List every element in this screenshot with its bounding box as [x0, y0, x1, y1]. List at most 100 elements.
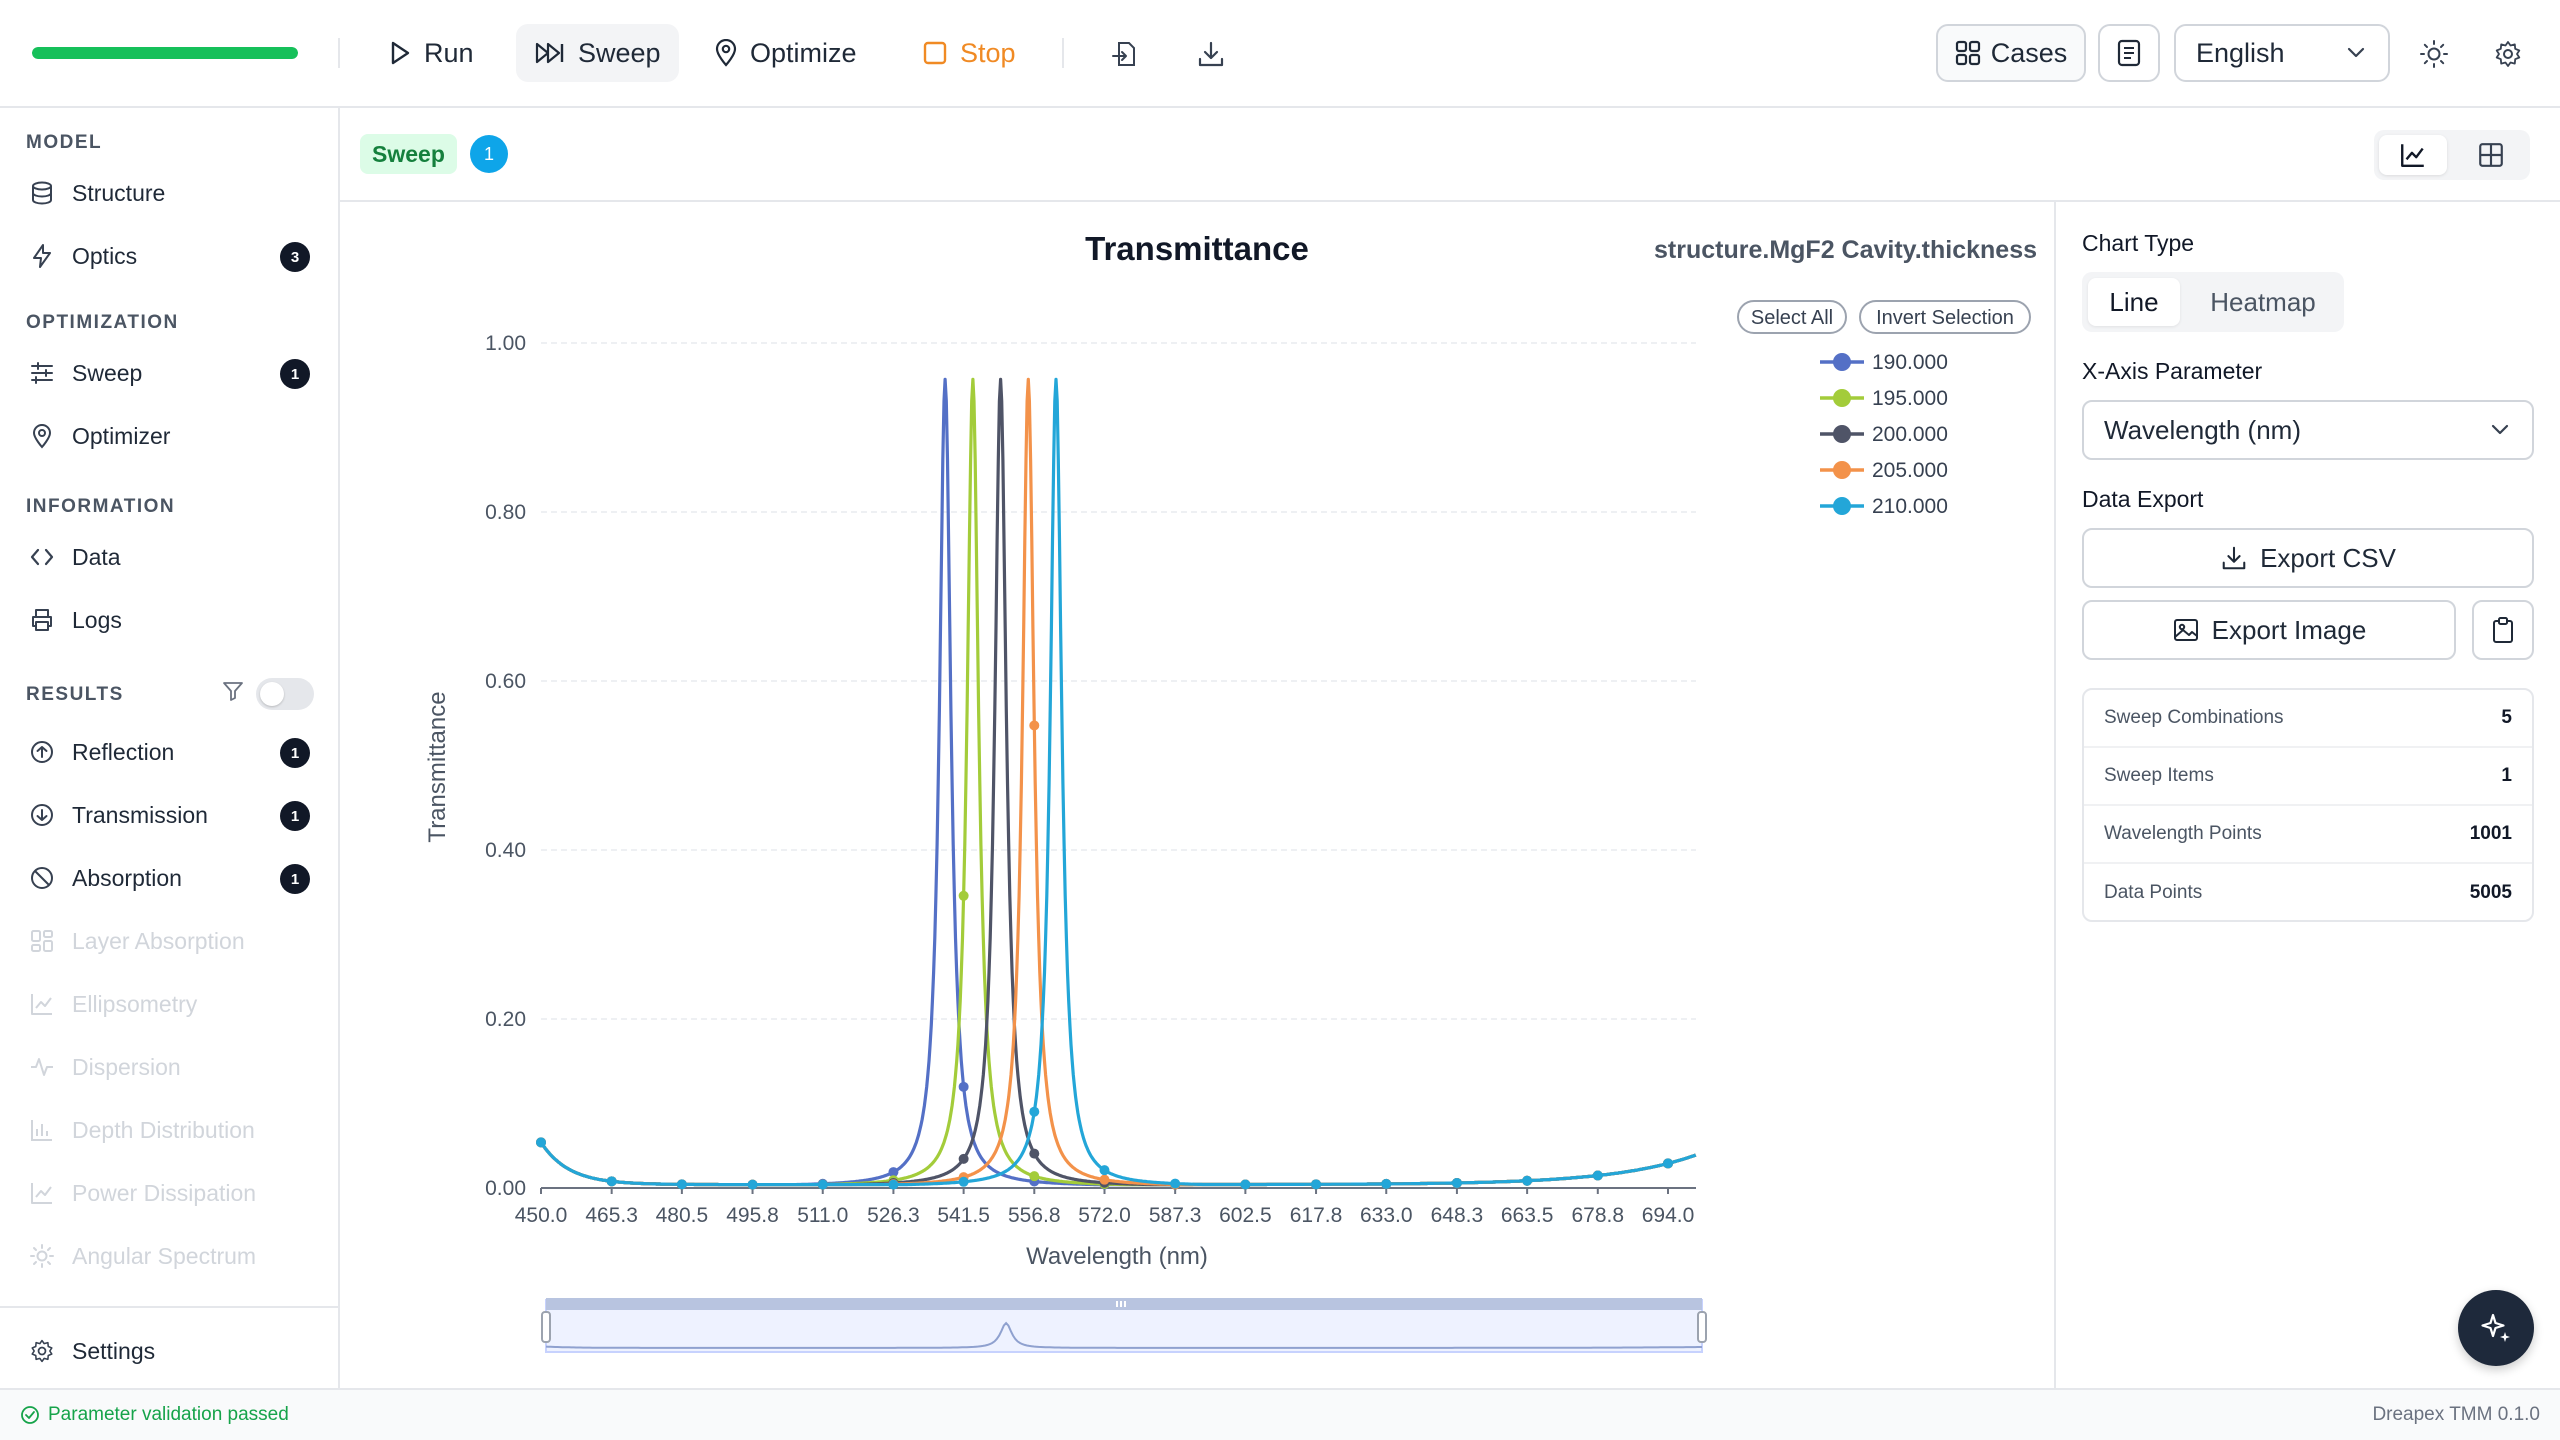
series-point [958, 1153, 969, 1164]
sidebar-item-optimizer[interactable]: Optimizer [16, 409, 324, 463]
filter-icon[interactable] [222, 680, 244, 702]
gear-icon[interactable] [2486, 32, 2530, 76]
series-point [1029, 1106, 1040, 1117]
export-csv-button[interactable]: Export CSV [2082, 528, 2534, 588]
zoom-handle-right[interactable] [1697, 1311, 1707, 1343]
transmittance-chart[interactable]: Transmittance structure.MgF2 Cavity.thic… [340, 202, 2054, 1388]
x-tick-label: 572.0 [1078, 1204, 1131, 1227]
optics-count-badge: 3 [280, 242, 310, 272]
x-tick-label: 480.5 [656, 1204, 709, 1227]
sidebar-item-label: Optics [72, 242, 138, 269]
image-icon [2173, 619, 2198, 641]
stop-button[interactable]: Stop [904, 24, 1034, 82]
data-zoom-slider[interactable] [541, 1298, 1707, 1353]
stat-label: Wavelength Points [2104, 823, 2262, 844]
series-line-190.000 [539, 377, 1697, 1187]
sidebar-item-label: Layer Absorption [72, 927, 245, 954]
sidebar-item-data[interactable]: Data [16, 530, 324, 584]
heatmap-option[interactable]: Heatmap [2210, 286, 2316, 317]
line-chart-option[interactable]: Line [2088, 278, 2180, 326]
view-toggle [2374, 130, 2530, 180]
bar-chart-icon [28, 1116, 56, 1144]
x-tick-label: 678.8 [1572, 1204, 1625, 1227]
legend-item: 205.000 [1872, 459, 1948, 482]
download-icon[interactable] [1189, 32, 1233, 76]
export-image-label: Export Image [2211, 614, 2367, 645]
section-title-information: INFORMATION [26, 496, 176, 517]
language-value: English [2196, 37, 2285, 68]
sidebar-item-label: Angular Spectrum [72, 1242, 257, 1269]
sidebar-item-label: Logs [72, 606, 122, 633]
chevron-down-icon [2491, 424, 2509, 435]
arrow-down-circle-icon [28, 801, 56, 829]
legend-swatch-marker [1833, 461, 1851, 479]
sidebar-item-structure[interactable]: Structure [16, 166, 324, 220]
validation-message: Parameter validation passed [48, 1404, 289, 1425]
series-point [1381, 1178, 1392, 1189]
series-line-200.000 [539, 377, 1697, 1187]
sidebar-item-dispersion: Dispersion [16, 1040, 324, 1094]
status-bar: Parameter validation passed Dreapex TMM … [0, 1388, 2560, 1440]
table-view-button[interactable] [2457, 135, 2525, 175]
ai-assistant-button[interactable] [2458, 1290, 2534, 1366]
x-tick-label: 526.3 [867, 1204, 920, 1227]
sidebar-item-reflection[interactable]: Reflection 1 [16, 725, 324, 779]
ban-icon [28, 864, 56, 892]
x-axis-parameter-select[interactable]: Wavelength (nm) [2082, 400, 2534, 460]
import-icon[interactable] [1102, 32, 1146, 76]
optimize-button[interactable]: Optimize [696, 24, 875, 82]
section-title-results: RESULTS [26, 684, 124, 705]
sidebar-item-label: Settings [72, 1337, 156, 1364]
results-filter-toggle[interactable] [256, 678, 314, 710]
chart-subtitle: structure.MgF2 Cavity.thickness [1654, 236, 2037, 264]
sidebar-item-logs[interactable]: Logs [16, 593, 324, 647]
invert-selection-button[interactable]: Invert Selection [1859, 300, 2031, 334]
sidebar-footer: Settings [0, 1306, 338, 1364]
sidebar-item-label: Sweep [72, 359, 143, 386]
stat-label: Sweep Combinations [2104, 707, 2284, 728]
notes-button[interactable] [2098, 24, 2160, 82]
sidebar-item-transmission[interactable]: Transmission 1 [16, 788, 324, 842]
zoom-handle-left[interactable] [541, 1311, 551, 1343]
app-version: Dreapex TMM 0.1.0 [2372, 1404, 2540, 1425]
series-point [606, 1176, 617, 1187]
y-tick-label: 0.60 [485, 670, 526, 693]
run-button[interactable]: Run [370, 24, 492, 82]
series-point [888, 1167, 899, 1178]
y-tick-label: 0.80 [485, 501, 526, 524]
x-tick-label: 541.5 [937, 1204, 990, 1227]
activity-icon [28, 1053, 56, 1081]
series-point [676, 1179, 687, 1190]
select-all-button[interactable]: Select All [1737, 300, 1847, 334]
stat-value: 5005 [2469, 882, 2512, 903]
series-point [1029, 1148, 1040, 1159]
sun-icon[interactable] [2412, 32, 2456, 76]
series-line-210.000 [539, 377, 1697, 1187]
x-tick-label: 587.3 [1149, 1204, 1202, 1227]
map-pin-icon [28, 422, 56, 450]
sidebar-item-absorption[interactable]: Absorption 1 [16, 851, 324, 905]
database-icon [28, 179, 56, 207]
sweep-label: Sweep [578, 37, 661, 68]
series-point [1451, 1177, 1462, 1188]
copy-image-button[interactable] [2472, 600, 2534, 660]
sweep-button[interactable]: Sweep [516, 24, 679, 82]
chart-panel: Transmittance structure.MgF2 Cavity.thic… [340, 202, 2054, 1388]
sidebar-item-settings[interactable]: Settings [16, 1324, 324, 1378]
x-tick-label: 648.3 [1431, 1204, 1484, 1227]
sidebar-item-optics[interactable]: Optics 3 [16, 229, 324, 283]
top-toolbar: Run Sweep Optimize Stop Cases Engli [0, 0, 2560, 108]
series-point [1170, 1178, 1181, 1189]
sidebar-item-sweep[interactable]: Sweep 1 [16, 346, 324, 400]
sweep-tag[interactable]: Sweep [360, 134, 457, 174]
map-pin-icon [715, 39, 737, 67]
y-tick-label: 0.00 [485, 1177, 526, 1200]
cases-button[interactable]: Cases [1936, 24, 2086, 82]
chart-view-button[interactable] [2379, 135, 2447, 175]
language-select[interactable]: English [2174, 24, 2390, 82]
stat-value: 5 [2501, 707, 2512, 728]
export-image-button[interactable]: Export Image [2082, 600, 2456, 660]
validation-status: Parameter validation passed [20, 1404, 289, 1426]
sidebar-item-label: Depth Distribution [72, 1116, 255, 1143]
code-icon [28, 543, 56, 571]
